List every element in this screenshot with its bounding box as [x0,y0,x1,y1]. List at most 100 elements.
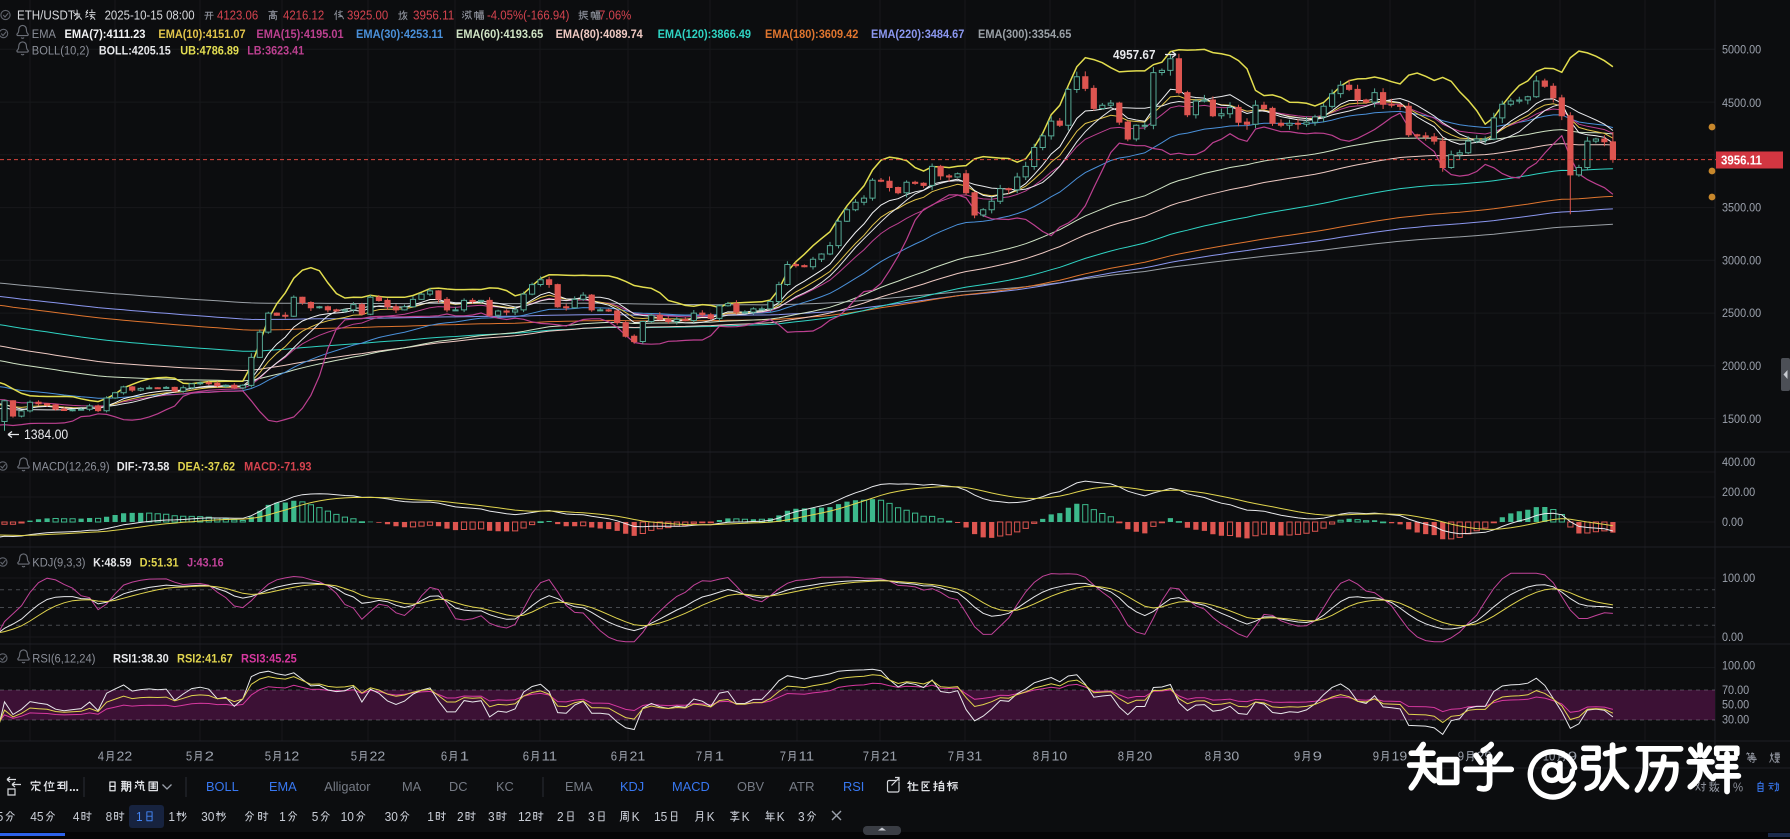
svg-text:100.00: 100.00 [1722,571,1755,585]
svg-text:15: 15 [654,809,667,824]
svg-text:DEA:-37.62: DEA:-37.62 [178,460,236,474]
svg-text:6: 6 [611,750,617,764]
svg-text:20: 20 [1137,750,1153,764]
svg-text:2: 2 [205,750,214,764]
svg-text:MACD:-71.93: MACD:-71.93 [244,460,312,474]
svg-text:3: 3 [588,809,595,824]
svg-text:RSI: RSI [843,779,864,794]
svg-text:4957.67: 4957.67 [1113,47,1156,62]
svg-text:1: 1 [136,809,143,824]
svg-text:10: 10 [341,809,354,824]
svg-text:K: K [632,809,640,824]
svg-text:1: 1 [715,750,724,764]
svg-text:1: 1 [427,809,434,824]
svg-text:J:43.16: J:43.16 [187,556,224,570]
svg-text:EMA: EMA [269,779,297,794]
svg-text:3500.00: 3500.00 [1722,201,1761,215]
svg-text:12: 12 [284,750,300,764]
svg-text:BOLL: BOLL [206,779,239,794]
svg-text:BOLL(10,2): BOLL(10,2) [32,44,90,58]
svg-text:10: 10 [1052,750,1068,764]
svg-text:8: 8 [1205,750,1211,764]
svg-text:22: 22 [370,750,386,764]
svg-text:Alligator: Alligator [324,779,371,794]
svg-text:2: 2 [557,809,564,824]
svg-text:3: 3 [488,809,495,824]
svg-text:3925.00: 3925.00 [347,9,388,23]
svg-text:30: 30 [385,809,398,824]
svg-text:2025-10-15 08:00: 2025-10-15 08:00 [105,9,195,23]
svg-text:MA: MA [402,779,422,794]
svg-text:7: 7 [863,750,869,764]
svg-text:8: 8 [1033,750,1039,764]
svg-text:7: 7 [780,750,786,764]
svg-text:EMA: EMA [565,779,593,794]
svg-text:KC: KC [496,779,514,794]
svg-text:2500.00: 2500.00 [1722,306,1761,320]
svg-text:2000.00: 2000.00 [1722,359,1761,373]
svg-text:1384.00: 1384.00 [24,427,68,442]
svg-text:70.00: 70.00 [1722,683,1749,697]
svg-text:21: 21 [630,750,646,764]
svg-text:RSI(6,12,24): RSI(6,12,24) [32,652,95,666]
svg-text:K: K [707,809,715,824]
svg-text:EMA(220):3484.67: EMA(220):3484.67 [871,27,965,41]
svg-text:50.00: 50.00 [1722,698,1749,712]
svg-text:5: 5 [265,750,271,764]
svg-text:K:48.59: K:48.59 [93,556,132,570]
svg-text:7.06%: 7.06% [599,9,631,23]
svg-text:EMA(300):3354.65: EMA(300):3354.65 [978,27,1072,41]
svg-text:11: 11 [799,750,815,764]
svg-text:RSI1:38.30: RSI1:38.30 [113,652,169,666]
svg-text:8: 8 [106,809,113,824]
svg-text:ETH/USDT: ETH/USDT [17,8,75,23]
svg-text:1: 1 [279,809,286,824]
svg-text:EMA: EMA [32,27,57,41]
svg-text:6: 6 [441,750,447,764]
svg-text:3956.11: 3956.11 [1721,154,1762,168]
svg-text:EMA(120):3866.49: EMA(120):3866.49 [658,27,752,41]
svg-text:400.00: 400.00 [1722,455,1755,469]
svg-text:5: 5 [186,750,192,764]
svg-text:RSI3:45.25: RSI3:45.25 [241,652,297,666]
svg-text:MACD: MACD [672,779,710,794]
svg-text:...: ... [69,779,79,794]
svg-text:MACD(12,26,9): MACD(12,26,9) [32,460,109,474]
svg-text:KDJ: KDJ [620,779,644,794]
svg-text:7: 7 [948,750,954,764]
svg-text:22: 22 [117,750,133,764]
svg-text:EMA(180):3609.42: EMA(180):3609.42 [765,27,859,41]
svg-text:31: 31 [967,750,983,764]
svg-text:EMA(80):4089.74: EMA(80):4089.74 [556,27,643,41]
svg-text:%: % [1733,781,1743,795]
svg-text:5: 5 [312,809,319,824]
svg-text:-4.05%(-166.94): -4.05%(-166.94) [487,9,569,23]
svg-text:1: 1 [168,809,175,824]
svg-text:4: 4 [98,750,104,764]
svg-text:EMA(30):4253.11: EMA(30):4253.11 [356,27,443,41]
svg-text:OBV: OBV [737,779,764,794]
svg-text:EMA(15):4195.01: EMA(15):4195.01 [256,27,343,41]
svg-text:D:51.31: D:51.31 [140,556,179,570]
svg-text:9: 9 [1568,750,1577,764]
svg-text:BOLL:4205.15: BOLL:4205.15 [99,44,171,58]
svg-text:9: 9 [1313,750,1322,764]
svg-text:UB:4786.89: UB:4786.89 [180,44,239,58]
svg-text:200.00: 200.00 [1722,485,1755,499]
svg-text:30.00: 30.00 [1722,713,1749,727]
svg-text:1500.00: 1500.00 [1722,412,1761,426]
svg-text:DC: DC [449,779,468,794]
svg-text:12: 12 [518,809,531,824]
svg-text:4123.06: 4123.06 [217,9,258,23]
svg-text:5000.00: 5000.00 [1722,43,1761,57]
svg-text:100.00: 100.00 [1722,659,1755,673]
svg-text:9: 9 [1294,750,1300,764]
svg-text:K: K [742,809,750,824]
svg-text:19: 19 [1392,750,1408,764]
svg-text:6: 6 [523,750,529,764]
svg-text:45: 45 [30,809,43,824]
svg-text:LB:3623.41: LB:3623.41 [247,44,304,58]
svg-text:11: 11 [542,750,558,764]
svg-text:DIF:-73.58: DIF:-73.58 [117,460,170,474]
svg-text:0.00: 0.00 [1722,630,1743,644]
